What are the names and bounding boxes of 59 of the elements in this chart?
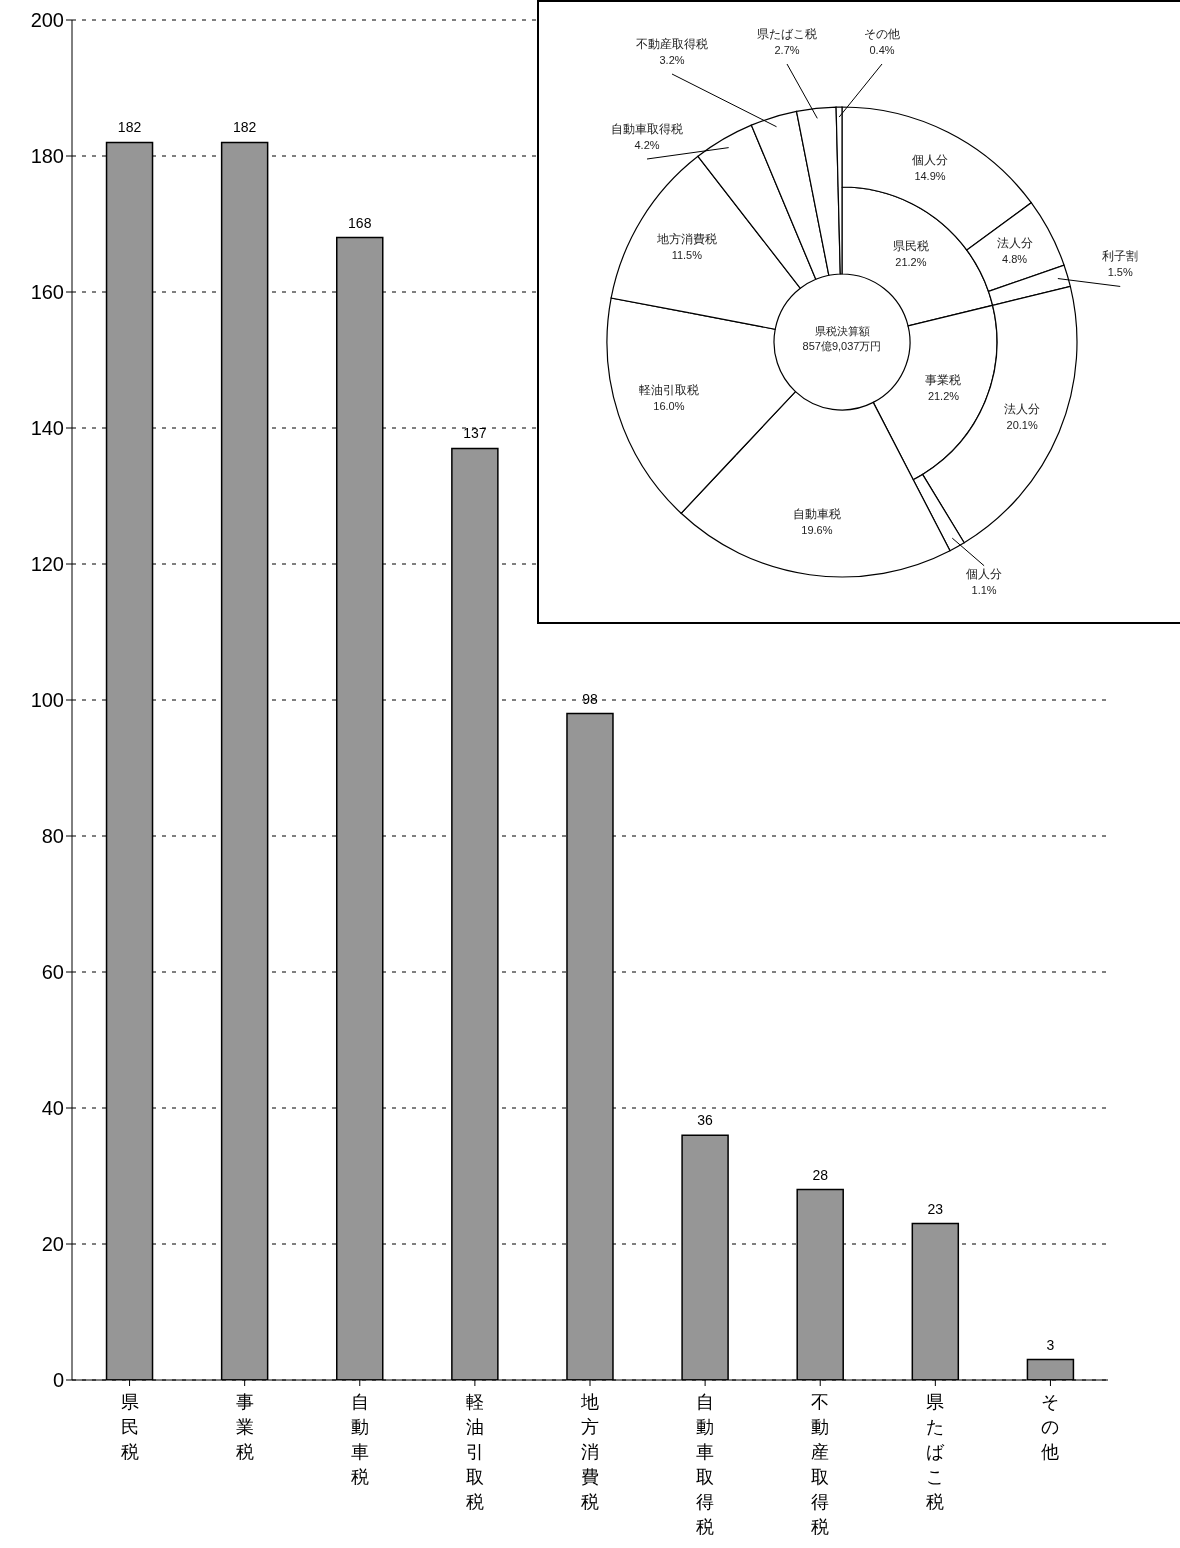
slice-label: その他 — [864, 27, 900, 41]
slice-label: 県たばこ税 — [757, 27, 817, 41]
y-tick-label: 40 — [41, 1097, 64, 1120]
slice-label: 個人分 — [911, 152, 948, 167]
slice-label: 自動車取得税 — [611, 122, 683, 136]
data-label: 3.2% — [659, 54, 685, 66]
y-tick-label: 60 — [41, 961, 64, 984]
slice-label: 利子割 — [1102, 249, 1139, 264]
data-label: 28 — [812, 1166, 829, 1183]
slice-label: 地方消費税 — [655, 231, 717, 246]
x-tick-label: 県民税 — [120, 1392, 139, 1462]
data-label: 23 — [927, 1200, 944, 1217]
y-tick-label: 80 — [41, 825, 64, 848]
annotation: 県税決算額 — [813, 324, 871, 339]
data-label: 36 — [697, 1112, 714, 1129]
x-tick-label: 不動産取得税 — [811, 1392, 830, 1537]
slice-label: 不動産取得税 — [636, 37, 708, 51]
data-label: 2.7% — [774, 44, 800, 56]
data-label: 14.9% — [914, 169, 946, 182]
slice-label: 法人分 — [1004, 401, 1041, 416]
slice-label: 個人分 — [966, 566, 1003, 581]
data-label: 21.2% — [927, 390, 960, 403]
data-label: 19.6% — [801, 524, 833, 537]
data-label: 21.2% — [895, 256, 927, 269]
y-tick-label: 140 — [30, 417, 64, 440]
data-label: 182 — [232, 119, 257, 136]
y-tick-label: 200 — [30, 9, 64, 32]
y-tick-label: 100 — [30, 689, 64, 712]
data-label: 16.0% — [653, 400, 685, 413]
data-label: 168 — [348, 214, 372, 231]
x-tick-label: 県たばこ税 — [926, 1392, 946, 1512]
y-tick-label: 120 — [30, 553, 64, 576]
data-label: 182 — [117, 119, 142, 136]
y-tick-label: 160 — [30, 281, 64, 304]
y-tick-label: 180 — [30, 145, 64, 168]
data-label: 11.5% — [671, 248, 703, 261]
slice-label: 県民税 — [892, 239, 929, 254]
data-label: 1.5% — [1107, 266, 1133, 279]
data-label: 0.4% — [869, 44, 895, 56]
data-label: 4.2% — [634, 139, 660, 151]
data-label: 20.1% — [1006, 418, 1038, 431]
x-tick-label: 自動車取得税 — [696, 1392, 715, 1537]
data-label: 3 — [1046, 1336, 1055, 1353]
y-tick-label: 0 — [52, 1369, 64, 1392]
slice-label: 自動車税 — [792, 507, 841, 522]
x-tick-label: 軽油引取税 — [465, 1392, 484, 1512]
x-tick-label: 自動車税 — [350, 1392, 369, 1487]
slice-label: 法人分 — [996, 236, 1033, 251]
slice-label: 事業税 — [925, 373, 962, 388]
y-tick-label: 20 — [41, 1233, 64, 1256]
data-label: 98 — [582, 690, 598, 707]
x-tick-label: 事業税 — [235, 1392, 254, 1462]
x-tick-label: その他 — [1041, 1392, 1060, 1462]
data-label: 137 — [463, 425, 487, 442]
annotation: 857億9,037万円 — [801, 339, 883, 354]
x-tick-label: 地方消費税 — [580, 1392, 599, 1512]
slice-label: 軽油引取税 — [638, 383, 699, 398]
data-label: 4.8% — [1002, 253, 1028, 266]
data-label: 1.1% — [971, 583, 997, 596]
